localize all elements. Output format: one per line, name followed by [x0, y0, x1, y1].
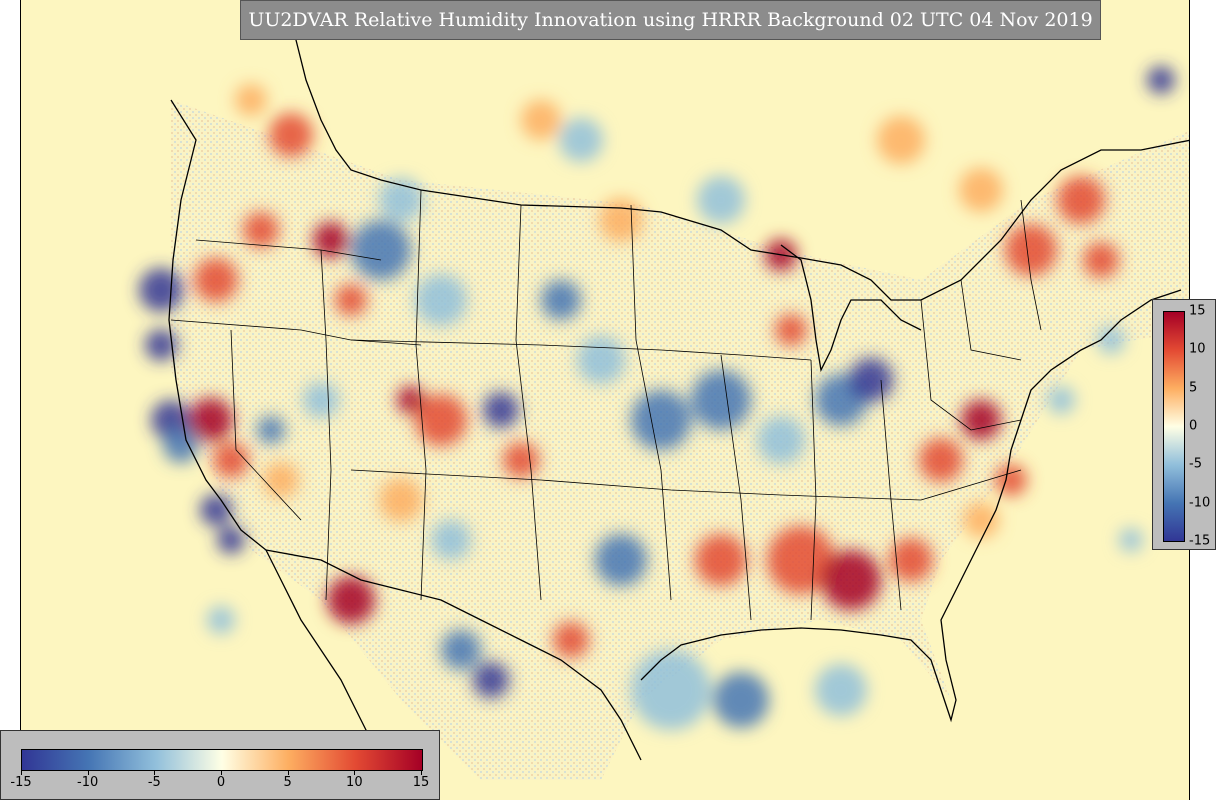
- innovation-blob: [849, 358, 893, 402]
- innovation-blob: [695, 534, 747, 586]
- map-panel: [20, 0, 1190, 800]
- innovation-blob: [351, 220, 411, 280]
- innovation-blob: [541, 280, 581, 320]
- innovation-blob: [963, 502, 999, 538]
- innovation-blob: [919, 438, 963, 482]
- innovation-blob: [821, 550, 881, 610]
- colorbar-tick-label: -5: [147, 775, 161, 790]
- innovation-blob: [217, 526, 245, 554]
- innovation-blob: [559, 118, 603, 162]
- innovation-blob: [995, 464, 1027, 496]
- innovation-blob: [577, 336, 625, 384]
- colorbar-tick-label: 15: [412, 775, 430, 790]
- colorbar-tick-label: 10: [346, 775, 363, 790]
- innovation-blob: [327, 576, 375, 624]
- innovation-blob: [243, 212, 279, 248]
- colorbar-tick-label: -10: [77, 775, 99, 790]
- colorbar-tickmark: [87, 771, 89, 775]
- colorbar-tick-label: 5: [1189, 380, 1198, 396]
- innovation-blob: [313, 222, 349, 258]
- pacific-coast: [168, 99, 402, 800]
- innovation-blob: [595, 534, 647, 586]
- gulf-atlantic-coast: [640, 289, 1182, 723]
- innovation-blob: [441, 630, 481, 670]
- us-mexico-border: [265, 549, 642, 761]
- innovation-blob: [1047, 386, 1075, 414]
- innovation-blob: [631, 390, 691, 450]
- colorbar-tickmark: [287, 771, 289, 775]
- map-title: UU2DVAR Relative Humidity Innovation usi…: [240, 0, 1101, 40]
- innovation-blob: [415, 274, 467, 326]
- innovation-blob: [415, 394, 467, 446]
- innovation-blob: [139, 268, 183, 312]
- innovation-blob: [713, 672, 769, 728]
- innovation-blob: [1097, 326, 1125, 354]
- innovation-blob: [483, 392, 519, 428]
- innovation-blob: [194, 258, 238, 302]
- innovation-blob: [257, 416, 285, 444]
- colorbar-tickmark: [21, 771, 22, 775]
- innovation-blob: [961, 400, 1001, 440]
- innovation-blob: [145, 329, 177, 361]
- innovation-blob: [767, 526, 835, 594]
- innovation-blob: [303, 382, 339, 418]
- colorbar-tickmark: [421, 771, 422, 775]
- innovation-blob: [213, 442, 249, 478]
- innovation-blob: [1005, 224, 1057, 276]
- coastlines: [168, 0, 1189, 800]
- innovation-blob: [877, 116, 925, 164]
- vertical-colorbar: 15 10 5 0 -5 -10 -15: [1152, 299, 1216, 550]
- colorbar-tick-label: -10: [1189, 495, 1211, 511]
- colorbar-tickmark: [354, 771, 356, 775]
- innovation-blob: [163, 427, 199, 463]
- colorbar-tick-label: 0: [216, 775, 226, 790]
- innovation-map: [21, 0, 1189, 800]
- colorbar-tickmark: [221, 771, 222, 775]
- colorbar-tick-label: -15: [10, 775, 32, 790]
- innovation-blob: [1147, 66, 1175, 94]
- innovation-blob: [1057, 176, 1105, 224]
- innovation-blob: [1083, 242, 1119, 278]
- innovation-blob: [269, 113, 313, 157]
- innovation-blob: [503, 442, 539, 478]
- innovation-blob: [815, 664, 867, 716]
- innovation-blob: [757, 416, 805, 464]
- innovation-blob: [200, 494, 232, 526]
- innovation-blob: [631, 650, 711, 730]
- colorbar-tick-label: 0: [1189, 418, 1198, 434]
- colorbar-tick-label: -5: [1189, 456, 1202, 472]
- colorbar-tick-label: 5: [283, 775, 292, 790]
- innovation-blob: [189, 398, 233, 442]
- horizontal-colorbar-gradient: [21, 749, 423, 771]
- innovation-blob: [889, 538, 933, 582]
- innovation-blob: [959, 168, 1003, 212]
- vertical-colorbar-gradient: [1163, 311, 1185, 542]
- colorbar-tick-label: 10: [1189, 341, 1206, 357]
- state-borders: [170, 189, 1042, 621]
- us-canada-border: [290, 0, 1189, 301]
- innovation-blob: [473, 662, 509, 698]
- innovation-blob: [697, 176, 745, 224]
- innovation-blob: [397, 386, 425, 414]
- innovation-blob: [521, 100, 561, 140]
- innovation-field: [139, 66, 1175, 730]
- innovation-blob: [1119, 528, 1143, 552]
- innovation-blob: [775, 314, 807, 346]
- innovation-blob: [263, 462, 299, 498]
- innovation-blob: [553, 622, 589, 658]
- great-lakes: [780, 244, 922, 373]
- innovation-blob: [335, 284, 367, 316]
- colorbar-tick-label: -15: [1189, 533, 1211, 549]
- horizontal-colorbar: -15 -10 -5 0 5 10 15: [0, 730, 440, 800]
- innovation-blob: [207, 606, 235, 634]
- innovation-blob: [691, 370, 751, 430]
- innovation-blob: [379, 178, 423, 222]
- colorbar-tickmark: [154, 771, 156, 775]
- colorbar-tick-label: 15: [1189, 303, 1206, 319]
- innovation-blob: [379, 478, 423, 522]
- innovation-blob: [599, 198, 643, 242]
- innovation-blob: [235, 84, 267, 116]
- innovation-blob: [431, 520, 471, 560]
